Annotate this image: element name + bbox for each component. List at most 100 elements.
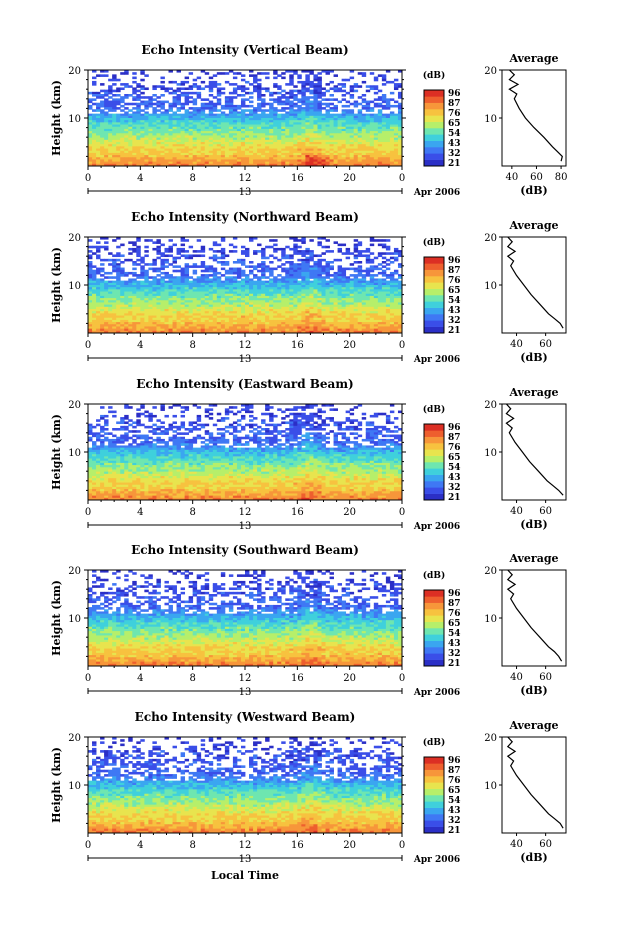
heatmap-cell — [144, 293, 149, 297]
heatmap-cell — [249, 306, 254, 310]
heatmap-cell — [100, 267, 105, 271]
heatmap-cell — [152, 311, 157, 314]
heatmap-cell — [341, 313, 347, 316]
heatmap-cell — [200, 115, 206, 119]
heatmap-cell — [305, 159, 310, 163]
heatmap-cell — [228, 291, 234, 295]
heatmap-cell — [192, 128, 198, 132]
heatmap-cell — [224, 118, 230, 121]
heatmap-cell — [180, 102, 186, 106]
heatmap-cell — [297, 146, 302, 149]
heatmap-cell — [132, 148, 137, 152]
heatmap-cell — [204, 157, 210, 160]
heatmap-cell — [232, 311, 238, 314]
heatmap-cell — [377, 263, 383, 266]
heatmap-cell — [188, 120, 194, 123]
heatmap-cell — [385, 70, 391, 73]
heatmap-cell — [128, 252, 133, 255]
heatmap-cell — [124, 139, 129, 143]
heatmap-cell — [293, 302, 298, 306]
heatmap-cell — [333, 313, 338, 316]
heatmap-cell — [168, 247, 173, 251]
heatmap-cell — [397, 102, 403, 106]
heatmap-cell — [261, 304, 266, 308]
heatmap-cell — [261, 131, 266, 134]
heatmap-cell — [369, 291, 375, 295]
heatmap-cell — [333, 144, 338, 147]
heatmap-cell — [172, 113, 177, 117]
heatmap-cell — [341, 278, 347, 282]
heatmap-cell — [200, 306, 206, 310]
heatmap-cell — [196, 142, 202, 145]
heatmap-cell — [224, 289, 230, 292]
heatmap-cell — [180, 243, 186, 247]
heatmap-cell — [277, 163, 282, 167]
heatmap-cell — [200, 311, 206, 314]
heatmap-cell — [104, 102, 109, 106]
heatmap-cell — [152, 115, 157, 119]
heatmap-cell — [180, 276, 186, 279]
heatmap-cell — [297, 100, 302, 104]
heatmap-cell — [245, 254, 250, 258]
heatmap-cell — [184, 263, 190, 266]
heatmap-cell — [321, 237, 326, 240]
heatmap-cell — [285, 107, 290, 110]
heatmap-cell — [140, 152, 145, 156]
heatmap-cell — [381, 306, 387, 310]
heatmap-cell — [88, 107, 93, 110]
heatmap-cell — [337, 113, 343, 117]
heatmap-cell — [273, 118, 278, 121]
heatmap-cell — [108, 104, 113, 108]
heatmap-cell — [216, 139, 222, 143]
heatmap-cell — [261, 285, 266, 288]
heatmap-cell — [120, 313, 125, 316]
heatmap-cell — [228, 293, 234, 297]
heatmap-cell — [353, 291, 359, 295]
heatmap-cell — [285, 124, 290, 128]
heatmap-cell — [164, 311, 169, 314]
heatmap-cell — [96, 313, 101, 316]
heatmap-cell — [136, 104, 141, 108]
heatmap-cell — [385, 291, 391, 295]
heatmap-cell — [116, 144, 121, 147]
heatmap-cell — [236, 157, 242, 160]
heatmap-cell — [329, 309, 334, 312]
heatmap-cell — [120, 302, 125, 306]
heatmap-cell — [261, 94, 266, 97]
heatmap-cell — [293, 98, 298, 101]
heatmap-cell — [345, 311, 351, 314]
heatmap-cell — [240, 131, 246, 134]
heatmap-cell — [325, 122, 330, 125]
heatmap-cell — [261, 295, 266, 299]
heatmap-cell — [160, 133, 165, 136]
heatmap-cell — [100, 280, 105, 284]
heatmap-cell — [160, 254, 165, 258]
heatmap-cell — [361, 100, 367, 104]
heatmap-cell — [164, 287, 169, 290]
heatmap-cell — [108, 317, 113, 321]
heatmap-cell — [333, 120, 338, 123]
heatmap-cell — [397, 146, 403, 149]
heatmap-cell — [369, 298, 375, 301]
heatmap-cell — [212, 144, 218, 147]
heatmap-cell — [345, 285, 351, 288]
heatmap-cell — [196, 300, 202, 303]
heatmap-cell — [232, 89, 238, 93]
heatmap-cell — [325, 276, 330, 279]
heatmap-cell — [132, 80, 137, 84]
heatmap-cell — [108, 150, 113, 154]
heatmap-cell — [309, 287, 314, 290]
heatmap-cell — [249, 128, 254, 132]
heatmap-cell — [369, 267, 375, 271]
heatmap-cell — [365, 293, 371, 297]
heatmap-cell — [293, 70, 298, 73]
heatmap-cell — [136, 293, 141, 297]
heatmap-cell — [152, 258, 157, 262]
heatmap-cell — [293, 126, 298, 130]
heatmap-cell — [184, 115, 190, 119]
heatmap-cell — [188, 157, 194, 160]
heatmap-cell — [277, 122, 282, 125]
heatmap-cell — [321, 280, 326, 284]
heatmap-cell — [285, 139, 290, 143]
heatmap-cell — [293, 311, 298, 314]
